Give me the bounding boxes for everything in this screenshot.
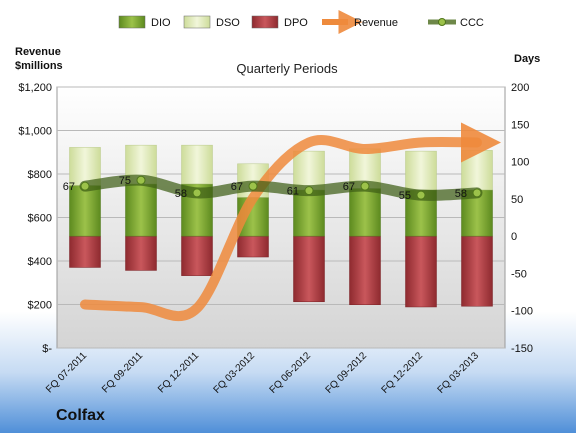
right-tick-label: 200	[511, 82, 529, 94]
right-tick-label: 50	[511, 194, 523, 206]
legend-swatch-ccc-marker	[438, 18, 446, 26]
ccc-point	[304, 186, 314, 196]
left-tick-label: $1,200	[18, 82, 52, 94]
right-tick-label: 100	[511, 157, 529, 169]
left-axis-label-line1: Revenue	[15, 46, 61, 58]
right-axis-label: Days	[514, 53, 540, 65]
legend-swatch-dio	[118, 15, 146, 29]
left-axis-label-line2: $millions	[15, 60, 63, 72]
dpo-bar	[405, 235, 437, 308]
dso-bar	[181, 144, 213, 185]
ccc-data-label: 67	[63, 181, 75, 193]
legend-swatch-dso	[183, 15, 211, 29]
dpo-bar	[69, 235, 101, 268]
right-tick-label: 150	[511, 119, 529, 131]
ccc-point	[472, 188, 482, 198]
left-tick-label: $600	[28, 213, 52, 225]
dpo-bar	[293, 235, 325, 303]
right-tick-label: -100	[511, 306, 533, 318]
revenue-line	[80, 122, 501, 322]
legend-label-dpo: DPO	[284, 17, 308, 29]
ccc-data-label: 75	[119, 175, 131, 187]
left-tick-label: $400	[28, 256, 52, 268]
ccc-data-label: 55	[399, 190, 411, 202]
ccc-data-label: 58	[455, 188, 467, 200]
legend-label-ccc: CCC	[460, 17, 484, 29]
ccc-point	[136, 175, 146, 185]
dio-bar	[69, 185, 101, 237]
ccc-point	[360, 181, 370, 191]
ccc-point	[80, 181, 90, 191]
right-tick-label: 0	[511, 231, 517, 243]
ccc-data-label: 58	[175, 188, 187, 200]
dpo-bar	[349, 235, 381, 305]
left-tick-label: $800	[28, 169, 52, 181]
dso-bar	[405, 150, 437, 191]
ccc-point	[192, 188, 202, 198]
ccc-point	[416, 190, 426, 200]
dpo-bar	[237, 235, 269, 258]
company-name: Colfax	[56, 407, 105, 424]
dpo-bar	[181, 235, 213, 276]
legend-label-dio: DIO	[151, 17, 171, 29]
dio-bar	[293, 189, 325, 237]
dio-bar	[349, 188, 381, 237]
ccc-point	[248, 181, 258, 191]
dso-bar	[293, 150, 325, 191]
right-tick-label: -150	[511, 343, 533, 355]
right-tick-label: -50	[511, 268, 527, 280]
legend-swatch-dpo	[251, 15, 279, 29]
ccc-data-label: 61	[287, 186, 299, 198]
ccc-line	[79, 174, 483, 201]
dpo-bar	[125, 235, 157, 271]
legend-label-revenue: Revenue	[354, 17, 398, 29]
dpo-bar	[461, 235, 493, 307]
legend-label-dso: DSO	[216, 17, 240, 29]
left-tick-label: $200	[28, 300, 52, 312]
left-tick-label: $-	[42, 343, 52, 355]
left-tick-label: $1,000	[18, 126, 52, 138]
chart-title: Quarterly Periods	[236, 61, 338, 76]
dso-bar	[461, 150, 493, 191]
dio-bar	[125, 183, 157, 237]
ccc-data-label: 67	[343, 181, 355, 193]
ccc-data-label: 67	[231, 181, 243, 193]
